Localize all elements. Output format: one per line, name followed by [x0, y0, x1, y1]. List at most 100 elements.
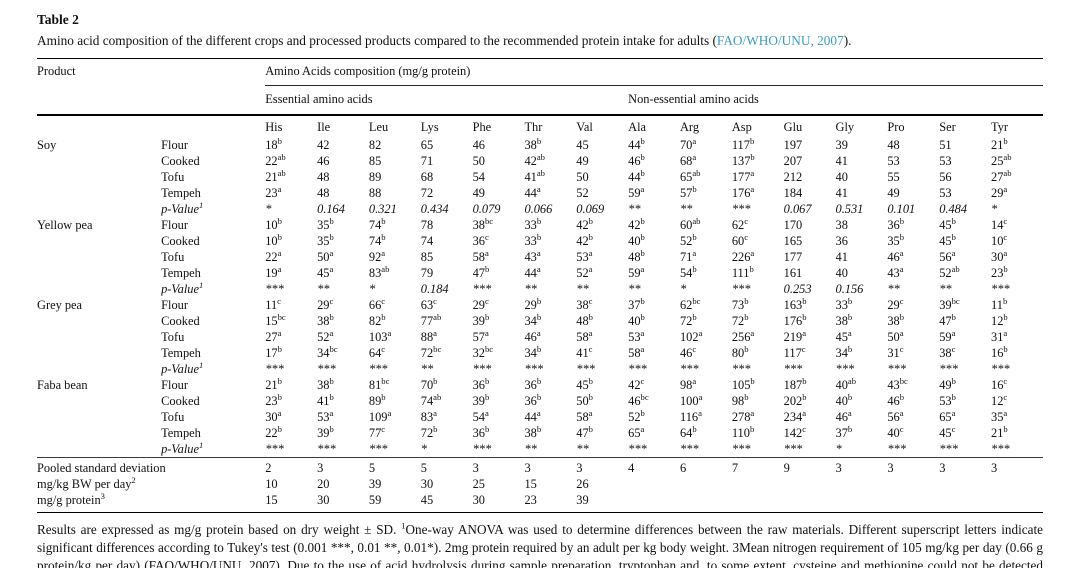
value-cell: 0.484 — [939, 201, 968, 216]
value-cell: 38b — [835, 313, 853, 328]
value-cell: ** — [576, 281, 589, 296]
value-cell: 0.066 — [524, 201, 553, 216]
value-cell: 45a — [317, 265, 334, 280]
value-cell: 98b — [731, 393, 749, 408]
value-cell: 42b — [576, 217, 593, 232]
value-cell: 38b — [524, 425, 542, 440]
value-cell: 46c — [679, 345, 697, 360]
value-cell: 207 — [783, 153, 803, 168]
value-cell: 65a — [939, 409, 956, 424]
value-cell — [939, 492, 992, 513]
value-cell: 33b — [524, 233, 542, 248]
value-cell: 53a — [317, 409, 334, 424]
value-cell — [835, 492, 888, 513]
crop-name-cell — [37, 169, 161, 185]
value-cell: 45a — [835, 329, 852, 344]
value-cell: 58a — [472, 249, 489, 264]
value-cell: 0.101 — [887, 201, 916, 216]
value-cell: 42ab — [524, 153, 545, 168]
value-cell — [887, 492, 940, 513]
value-cell: 19a — [265, 265, 282, 280]
value-cell: 27a — [265, 329, 282, 344]
value-cell: 41 — [835, 153, 848, 168]
value-cell: 5 — [368, 457, 421, 476]
value-cell: 0.069 — [576, 201, 605, 216]
table-header: Product Amino Acids composition (mg/g pr… — [37, 58, 1043, 137]
page-title: Table 2 — [37, 12, 79, 27]
value-cell: 29c — [317, 297, 334, 312]
value-cell: 39b — [317, 425, 334, 440]
value-cell: *** — [265, 441, 284, 456]
value-cell: *** — [265, 281, 284, 296]
value-cell: 37b — [628, 297, 645, 312]
group-header: Amino Acids composition (mg/g protein) — [265, 58, 1043, 86]
value-cell: 45b — [939, 233, 956, 248]
column-header: Glu — [783, 114, 836, 137]
value-cell: 53 — [939, 185, 952, 200]
value-cell: 30 — [472, 492, 525, 513]
value-cell: *** — [472, 361, 492, 376]
column-header: Ser — [939, 114, 992, 137]
value-cell: 10c — [991, 233, 1008, 248]
value-cell: 40 — [835, 169, 848, 184]
column-header: Ala — [628, 114, 680, 137]
value-cell: *** — [368, 361, 388, 376]
value-cell: 44a — [524, 409, 541, 424]
value-cell: 39b — [472, 313, 490, 328]
crop-name-cell — [37, 409, 161, 425]
value-cell: 89b — [368, 393, 386, 408]
value-cell: 72b — [679, 313, 697, 328]
value-cell: 36b — [524, 393, 542, 408]
value-cell: 111b — [731, 265, 754, 280]
value-cell: 6 — [679, 457, 732, 476]
process-label-cell: p-Value1 — [161, 201, 204, 216]
caption-citation-link[interactable]: FAO/WHO/UNU, 2007 — [716, 33, 844, 48]
value-cell: 62bc — [679, 297, 701, 312]
table-row: Cooked 15bc 38b 82b 77ab 39b 34b 48b 40b 72b 72b 17… — [37, 313, 1043, 329]
value-cell: ** — [939, 281, 952, 296]
table-row: Tofu 22a 50a 92a 85 58a 43a 53a 48b 71a 226a 177 41 4… — [37, 249, 1043, 265]
value-cell: 60ab — [679, 217, 701, 232]
value-cell: 54b — [679, 265, 697, 280]
value-cell: * — [991, 201, 998, 216]
value-cell: 53 — [939, 153, 952, 168]
crop-name-cell — [37, 185, 161, 201]
value-cell: 22a — [265, 249, 282, 264]
value-cell: 52a — [317, 329, 334, 344]
value-cell: 109a — [368, 409, 392, 424]
value-cell: ** — [317, 281, 330, 296]
value-cell: 38b — [317, 377, 334, 392]
crop-name-cell — [37, 265, 161, 281]
process-label-cell: Tempeh — [161, 265, 201, 280]
value-cell: 110b — [731, 425, 755, 440]
value-cell: 65 — [420, 137, 434, 152]
value-cell: 72b — [731, 313, 749, 328]
crop-name-cell: Grey pea — [37, 297, 83, 312]
value-cell: 3 — [317, 457, 369, 476]
value-cell — [991, 492, 1043, 513]
value-cell: 36c — [472, 233, 489, 248]
crop-name-cell — [37, 393, 161, 409]
value-cell: 74b — [368, 217, 386, 232]
value-cell: *** — [679, 441, 699, 456]
value-cell: 48b — [628, 249, 645, 264]
value-cell: *** — [317, 441, 336, 456]
value-cell: 4 — [628, 457, 680, 476]
value-cell: 59 — [368, 492, 421, 513]
value-cell: 64c — [368, 345, 386, 360]
value-cell: 10b — [265, 217, 282, 232]
value-cell: 52 — [576, 185, 589, 200]
value-cell: 29b — [524, 297, 542, 312]
value-cell: 46bc — [628, 393, 649, 408]
value-cell: 46a — [524, 329, 541, 344]
crop-name-cell — [37, 361, 161, 377]
value-cell: 22b — [265, 425, 282, 440]
value-cell — [628, 492, 680, 513]
value-cell: 23b — [991, 265, 1008, 280]
value-cell: *** — [835, 361, 855, 376]
value-cell: 33b — [524, 217, 542, 232]
column-header: Ile — [317, 114, 369, 137]
value-cell: 45b — [576, 377, 593, 392]
value-cell: 41ab — [524, 169, 545, 184]
